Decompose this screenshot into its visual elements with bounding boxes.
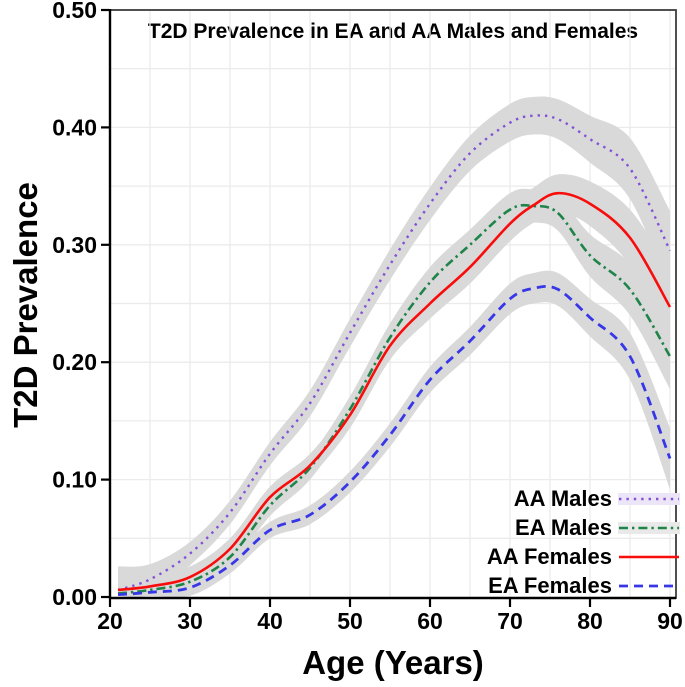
legend-row-aa-males: AA Males — [330, 484, 685, 513]
svg-text:90: 90 — [657, 608, 683, 634]
svg-text:0.20: 0.20 — [52, 349, 97, 375]
legend-key-aa-females-line — [619, 555, 679, 558]
legend-label-ea-females: EA Females — [488, 572, 612, 598]
svg-text:40: 40 — [257, 608, 283, 634]
svg-text:0.50: 0.50 — [52, 0, 97, 23]
x-axis-title: Age (Years) — [302, 644, 484, 681]
svg-text:0.00: 0.00 — [52, 584, 97, 610]
legend-label-aa-males: AA Males — [513, 485, 612, 511]
svg-text:0.40: 0.40 — [52, 114, 97, 140]
svg-text:70: 70 — [497, 608, 523, 634]
legend-key-ea-females-line — [619, 584, 679, 587]
legend-row-aa-females: AA Females — [330, 542, 685, 571]
svg-text:60: 60 — [417, 608, 443, 634]
legend-label-ea-males: EA Males — [514, 514, 612, 540]
svg-text:20: 20 — [97, 608, 123, 634]
legend-key-aa-males-line — [618, 492, 680, 505]
legend-row-ea-females: EA Females — [330, 571, 685, 600]
svg-text:0.30: 0.30 — [52, 232, 97, 258]
svg-text:0.10: 0.10 — [52, 467, 97, 493]
legend-key-ea-males-line — [618, 521, 680, 534]
svg-text:80: 80 — [577, 608, 603, 634]
svg-text:50: 50 — [337, 608, 363, 634]
legend-row-ea-males: EA Males — [330, 513, 685, 542]
legend-label-aa-females: AA Females — [486, 543, 612, 569]
svg-text:30: 30 — [177, 608, 203, 634]
